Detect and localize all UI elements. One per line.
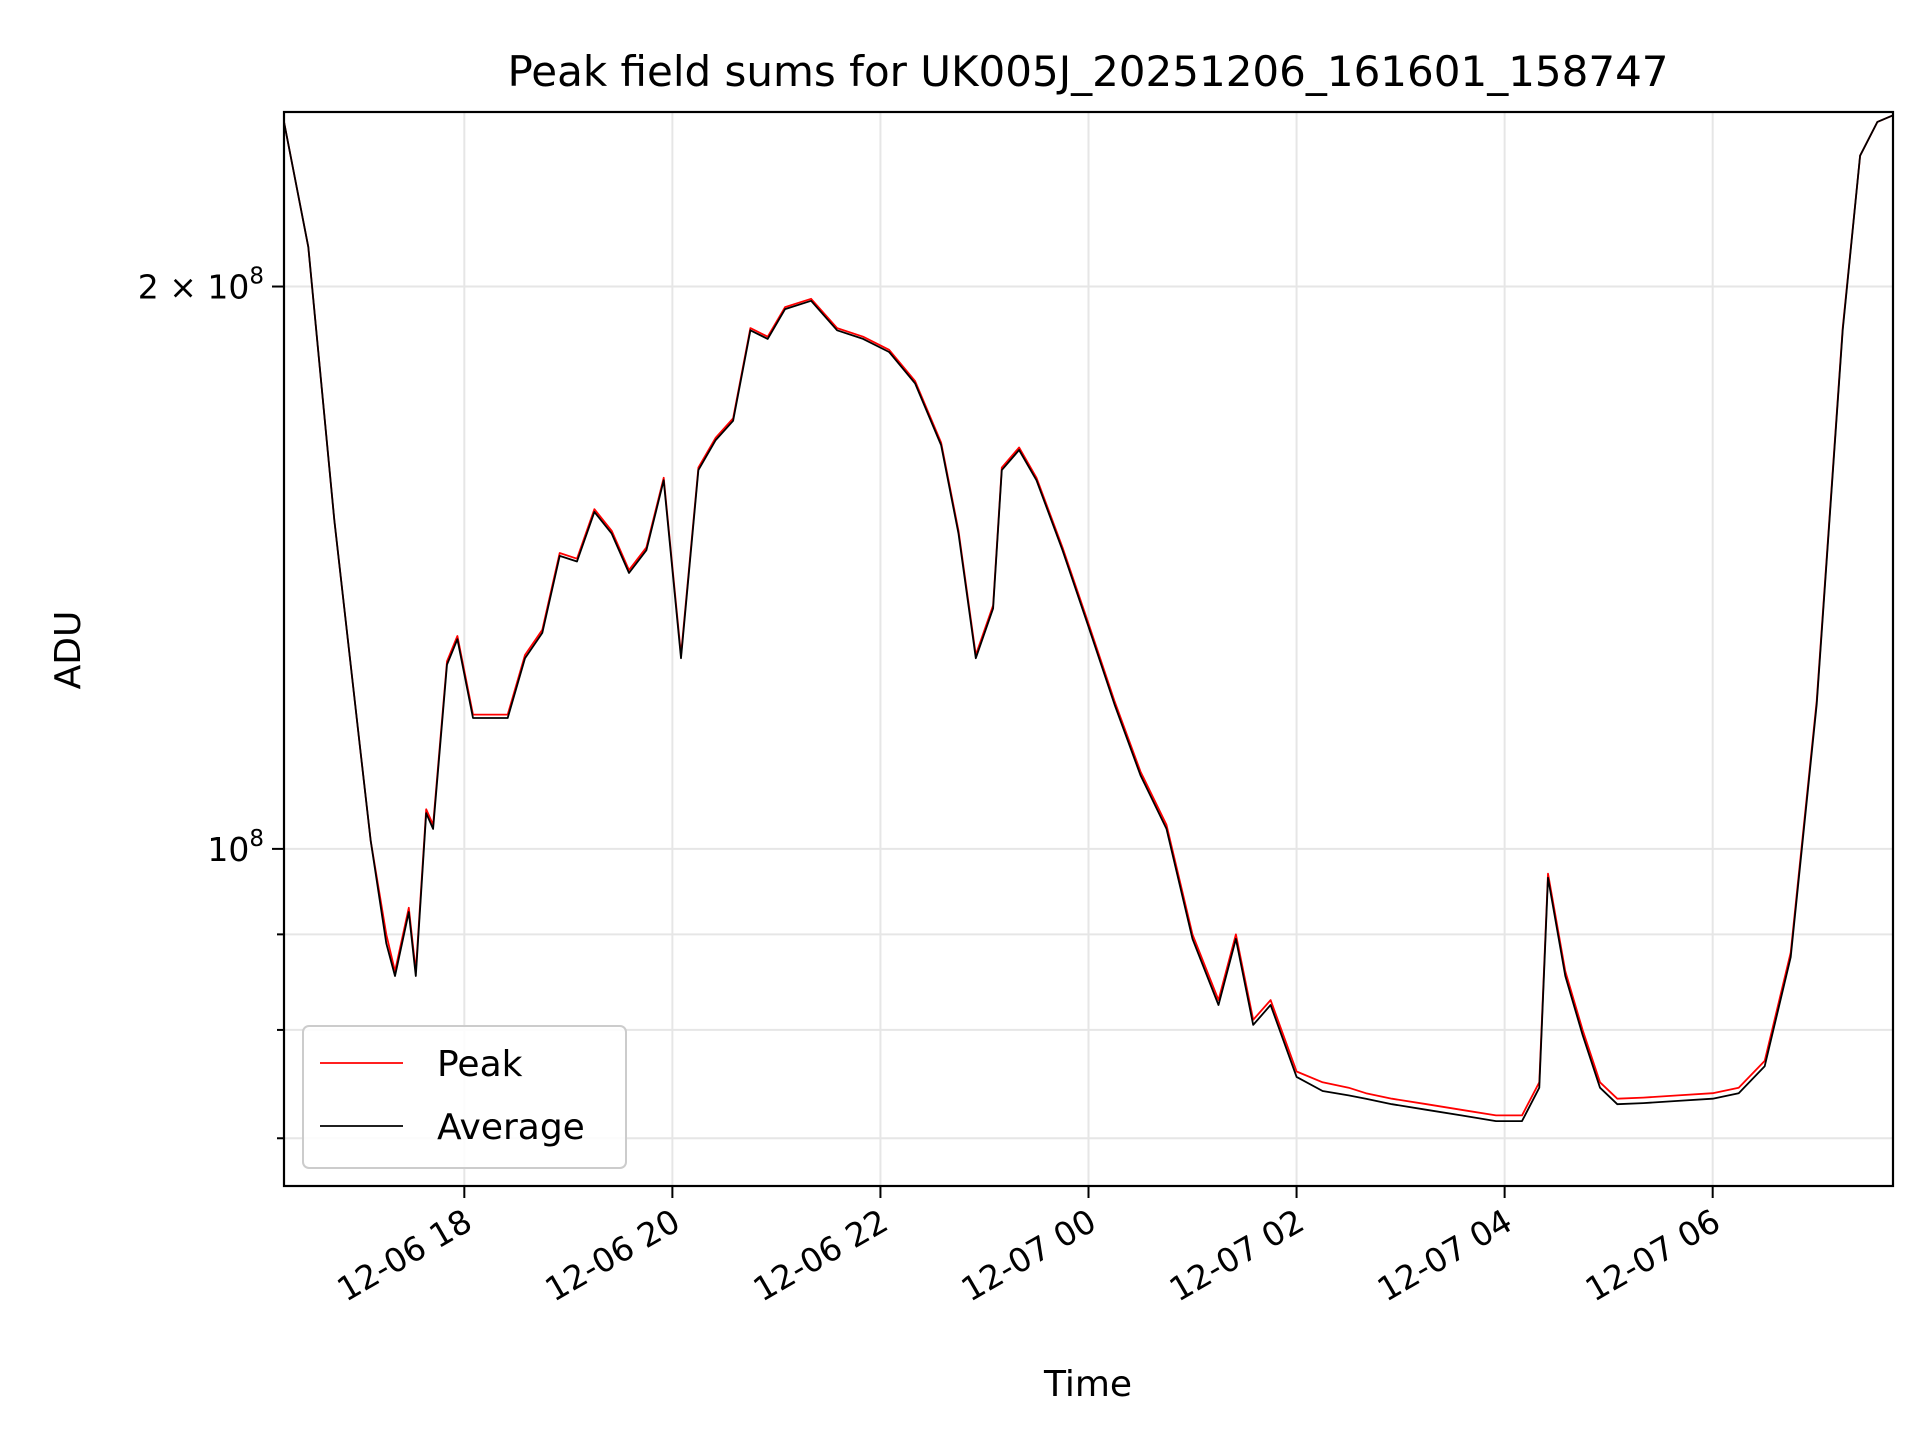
legend-label-average: Average [437, 1107, 585, 1148]
series-line-peak [283, 114, 1894, 1117]
y-tick-label: 2 × 108 [138, 264, 264, 307]
x-tick-label: 12-07 04 [1371, 1201, 1519, 1309]
y-tick-label: 108 [207, 826, 264, 869]
legend: Peak Average [302, 1025, 627, 1169]
legend-box [302, 1025, 627, 1169]
chart-title: Peak field sums for UK005J_20251206_1616… [507, 47, 1668, 96]
x-tick-label: 12-06 20 [538, 1201, 686, 1309]
x-tick-label: 12-07 00 [955, 1201, 1103, 1309]
legend-label-peak: Peak [437, 1044, 523, 1085]
x-tick-label: 12-07 06 [1579, 1201, 1727, 1309]
series-line-average [283, 114, 1894, 1122]
series-layer [283, 114, 1894, 1122]
x-tick-label: 12-07 02 [1163, 1201, 1311, 1309]
x-tick-label: 12-06 18 [330, 1201, 478, 1309]
x-axis-label: Time [1043, 1364, 1132, 1405]
grid-layer [284, 112, 1893, 1186]
y-axis-label: ADU [48, 611, 89, 690]
x-tick-label: 12-06 22 [746, 1201, 894, 1309]
